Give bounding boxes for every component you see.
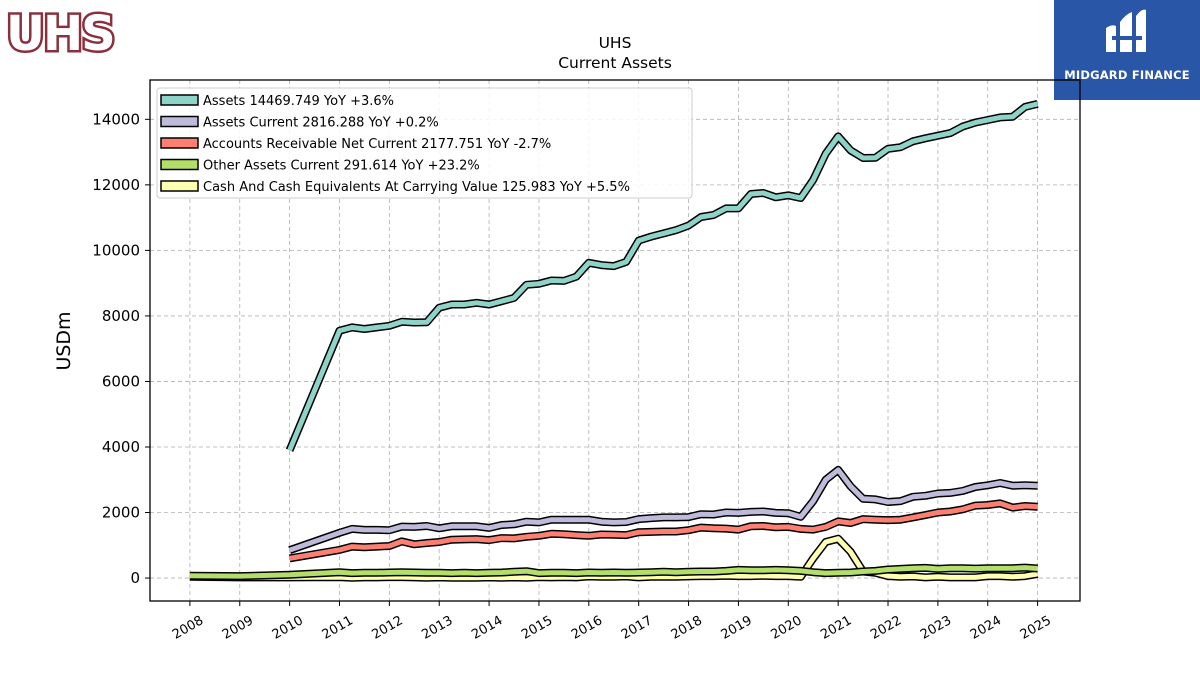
series-lines (189, 100, 1039, 582)
x-tick-label: 2020 (768, 613, 804, 643)
y-tick-label: 4000 (102, 438, 140, 456)
x-tick-label: 2018 (669, 613, 705, 643)
legend-swatch (160, 180, 199, 192)
x-tick-label: 2022 (868, 613, 904, 643)
x-tick-label: 2013 (419, 613, 455, 643)
legend-swatch (160, 137, 199, 149)
midgard-finance-badge: MIDGARD FINANCE (1054, 0, 1200, 100)
x-tick-label: 2025 (1018, 613, 1054, 643)
series-line (289, 500, 1038, 561)
midgard-finance-label: MIDGARD FINANCE (1064, 68, 1190, 82)
series-line (189, 536, 1039, 581)
y-tick-label: 6000 (102, 372, 140, 390)
y-axis-ticks: 0 2000 4000 6000 8000 10000 12000 14000 (92, 110, 150, 587)
y-tick-label: 8000 (102, 307, 140, 325)
legend-label: Assets Current 2816.288 YoY +0.2% (203, 116, 439, 131)
y-tick-label: 12000 (92, 176, 140, 194)
midgard-logo-icon (1106, 9, 1146, 53)
x-tick-label: 2011 (320, 613, 356, 643)
legend-swatch (160, 115, 199, 128)
legend-swatch (160, 94, 199, 106)
chart-title: UHS (599, 34, 632, 52)
x-tick-label: 2019 (719, 613, 755, 643)
y-tick-label: 10000 (92, 241, 140, 259)
y-tick-label: 2000 (102, 504, 140, 522)
legend-label: Accounts Receivable Net Current 2177.751… (203, 137, 551, 152)
x-tick-label: 2017 (619, 613, 655, 643)
x-tick-label: 2010 (270, 613, 306, 643)
x-tick-label: 2016 (569, 613, 605, 643)
x-tick-label: 2024 (968, 613, 1004, 643)
y-axis-label: USDm (53, 311, 75, 370)
chart-subtitle: Current Assets (558, 54, 672, 72)
legend-label: Other Assets Current 291.614 YoY +23.2% (203, 159, 480, 174)
legend-label: Assets 14469.749 YoY +3.6% (203, 94, 394, 109)
x-tick-label: 2015 (519, 613, 555, 643)
plot-frame (149, 79, 1081, 602)
uhs-logo-text: UHS (6, 6, 114, 60)
legend-label: Cash And Cash Equivalents At Carrying Va… (203, 180, 630, 195)
legend-box (156, 87, 693, 199)
series-line (189, 565, 1038, 579)
x-axis-ticks: 2008 2009 2010 2011 2012 2013 2014 2015 2016 2017… (170, 601, 1054, 643)
uhs-logo: UHS (4, 4, 118, 60)
x-tick-label: 2012 (370, 613, 406, 643)
series-line (288, 467, 1038, 553)
legend-swatch (160, 158, 199, 171)
x-tick-label: 2014 (469, 613, 505, 643)
series-line (287, 101, 1039, 452)
y-tick-label: 0 (130, 569, 140, 587)
y-tick-label: 14000 (92, 110, 140, 128)
legend: Assets 14469.749 YoY +3.6% Assets Current… (156, 87, 693, 199)
x-tick-label: 2009 (220, 613, 256, 643)
x-tick-label: 2021 (818, 613, 854, 643)
x-tick-label: 2008 (170, 613, 206, 643)
x-tick-label: 2023 (918, 613, 954, 643)
